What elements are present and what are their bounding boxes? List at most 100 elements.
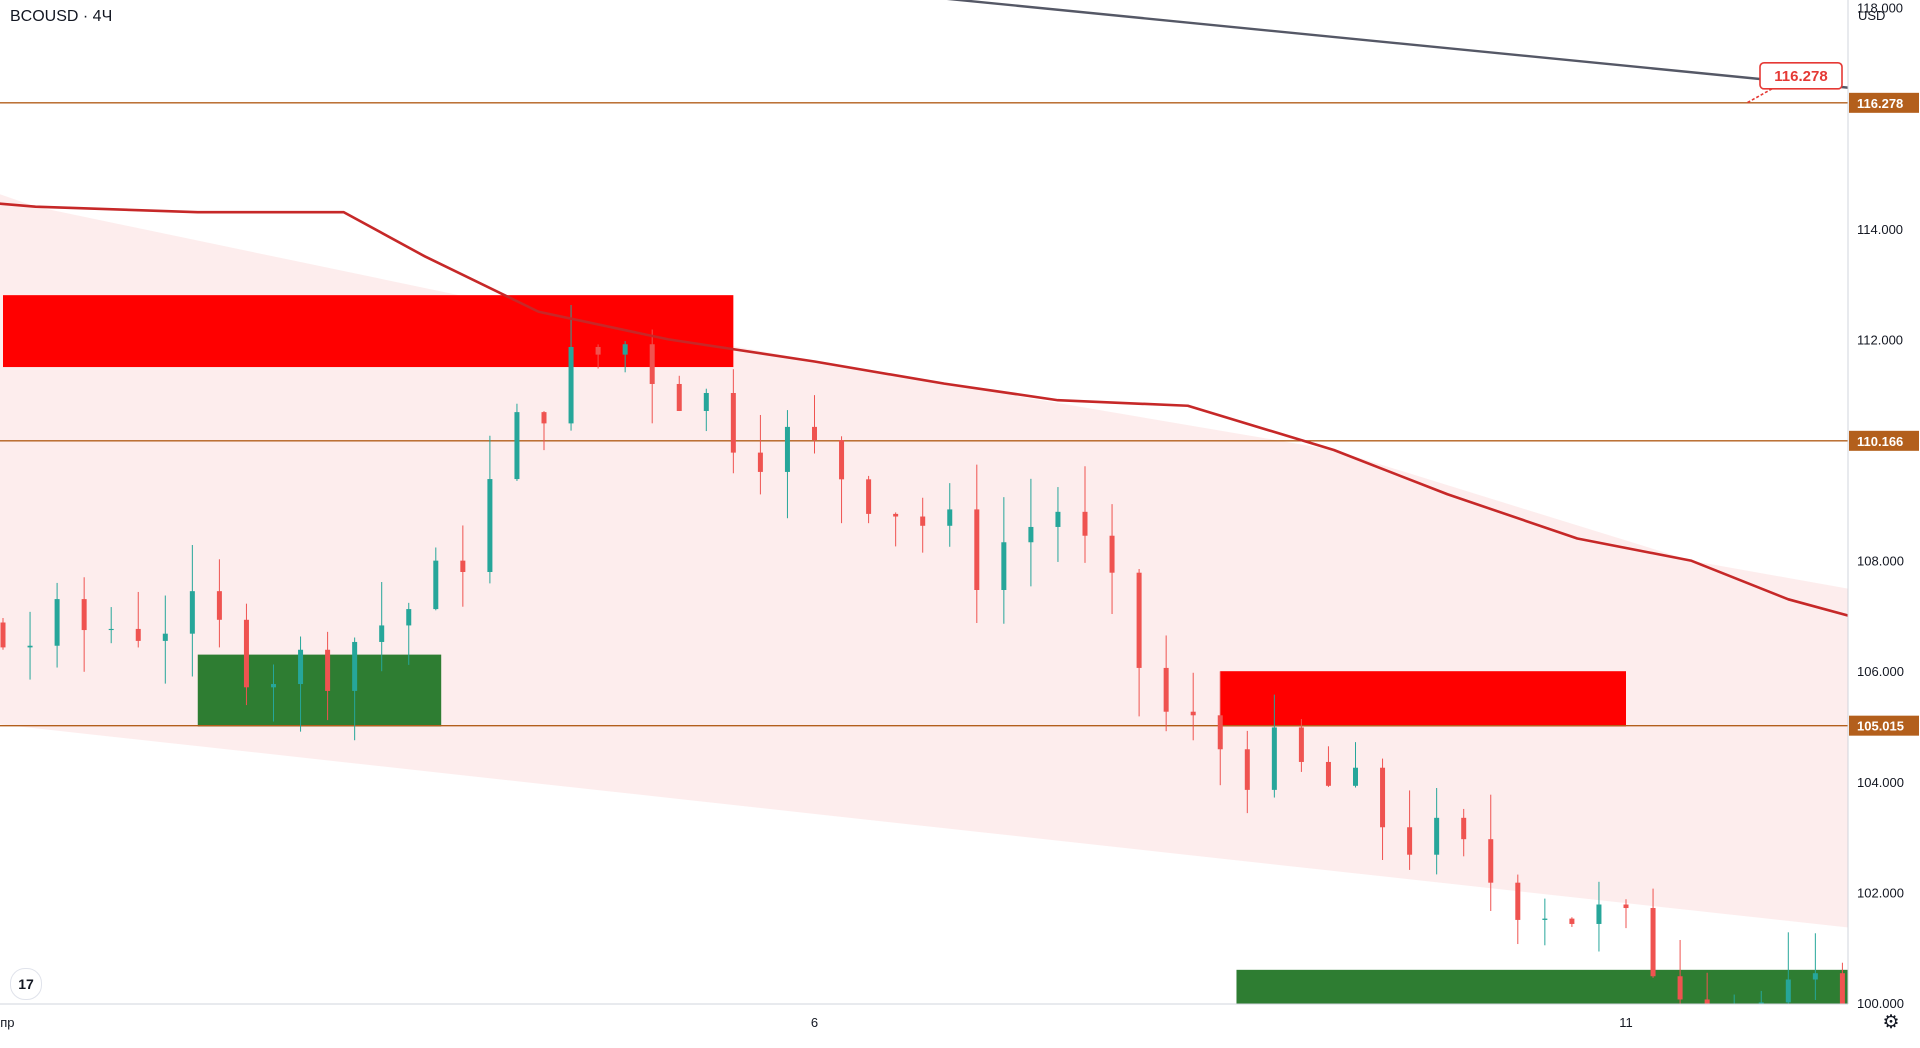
bear-candle <box>1488 839 1494 883</box>
callout-label: 116.278 <box>1774 68 1827 85</box>
bear-candle <box>1298 727 1304 762</box>
bull-candle <box>1055 511 1061 527</box>
level-badge <box>1849 430 1919 451</box>
bear-candle <box>1244 749 1250 790</box>
bear-candle <box>460 560 466 572</box>
bear-candle <box>812 426 817 441</box>
gear-icon[interactable]: ⚙ <box>1882 1012 1900 1033</box>
y-tick-label: 108.000 <box>1857 554 1904 569</box>
bear-candle <box>81 599 87 631</box>
bull-candle <box>1542 918 1548 920</box>
supply-zone <box>1220 671 1626 727</box>
callout-box <box>1759 62 1843 90</box>
bear-candle <box>595 346 601 355</box>
bear-candle <box>1217 715 1223 750</box>
bull-candle <box>947 509 953 526</box>
trail-down-line <box>0 202 1920 623</box>
bull-candle <box>433 560 439 610</box>
trail-shading <box>0 194 1920 992</box>
trendline <box>946 0 1920 96</box>
bear-candle <box>1407 827 1413 855</box>
level-badge-label: 116.278 <box>1857 96 1903 111</box>
bull-candle <box>352 641 358 691</box>
bear-candle <box>1380 767 1386 828</box>
currency-label: USD <box>1858 8 1886 23</box>
level-badge <box>1849 715 1919 736</box>
bull-candle <box>1596 904 1602 924</box>
bull-candle <box>568 346 574 424</box>
price-axis-bg <box>1848 0 1920 1048</box>
y-tick-label: 106.000 <box>1857 664 1904 679</box>
y-tick-label: 114.000 <box>1857 222 1903 237</box>
bear-candle <box>1109 535 1115 573</box>
bear-candle <box>1623 904 1629 909</box>
bear-candle <box>730 392 736 453</box>
symbol-title[interactable]: BCOUSD · 4Ч <box>10 8 113 25</box>
bear-candle <box>1082 511 1088 536</box>
bear-candle <box>0 622 6 648</box>
bull-candle <box>514 412 520 480</box>
x-tick-label: 6 <box>811 1015 818 1030</box>
bear-candle <box>893 513 899 517</box>
supply-zone <box>3 295 734 368</box>
bull-candle <box>703 392 709 411</box>
demand-zone <box>197 654 442 727</box>
bull-candle <box>1001 542 1007 590</box>
bull-candle <box>189 591 195 634</box>
bull-candle <box>622 344 628 355</box>
bull-candle <box>1271 727 1277 790</box>
bear-candle <box>1515 882 1521 920</box>
bear-candle <box>243 619 249 688</box>
level-badge-label: 110.166 <box>1857 434 1903 449</box>
y-tick-label: 100.000 <box>1857 996 1904 1011</box>
tradingview-logo[interactable]: 17 <box>10 968 42 1000</box>
callout-pointer <box>1746 88 1773 104</box>
bull-candle <box>1434 817 1440 855</box>
bear-shade <box>0 194 1920 936</box>
bear-candle <box>1325 761 1331 786</box>
y-tick-label: 118.000 <box>1857 1 1903 16</box>
bear-candle <box>1163 667 1169 712</box>
price-callouts: 133.888130.445122.717116.278 <box>1746 62 1843 104</box>
bear-candle <box>920 516 926 526</box>
bear-candle <box>325 649 331 691</box>
horizontal-levels <box>0 102 1848 727</box>
bear-candle <box>541 412 547 424</box>
y-tick-label: 112.000 <box>1857 332 1903 347</box>
bull-candle <box>1353 767 1358 786</box>
bear-candle <box>676 383 682 411</box>
bull-candle <box>784 426 790 472</box>
time-axis-bg <box>0 1004 1920 1048</box>
bear-candle <box>866 479 872 514</box>
x-tick-label: Апр <box>0 1015 14 1030</box>
bull-candle <box>1028 526 1034 543</box>
bull-candle <box>54 599 60 646</box>
bear-candle <box>1190 711 1196 716</box>
bear-candle <box>1677 976 1683 1000</box>
level-badge <box>1849 92 1919 113</box>
bull-candle <box>1785 979 1791 1003</box>
bull-candle <box>406 609 412 626</box>
bear-candle <box>1136 572 1142 668</box>
trailing-stops <box>0 202 1920 994</box>
bull-candle <box>487 479 493 572</box>
bull-candle <box>162 633 168 641</box>
bull-candle <box>27 645 33 648</box>
bear-candle <box>974 509 980 590</box>
bear-candle <box>1650 908 1656 977</box>
y-tick-label: 102.000 <box>1857 885 1904 900</box>
bear-candle <box>216 591 222 620</box>
trendlines <box>946 0 1920 1027</box>
bull-candle <box>298 649 304 685</box>
bull-candle <box>271 684 276 688</box>
price-callout: 116.278 <box>1746 62 1843 104</box>
bear-candle <box>839 440 845 480</box>
bear-candle <box>757 452 763 472</box>
bear-candle <box>649 344 655 384</box>
bull-candle <box>1812 973 1818 980</box>
bear-candle <box>1569 918 1575 924</box>
bear-candle <box>1461 817 1467 840</box>
x-tick-label: 11 <box>1619 1015 1633 1030</box>
